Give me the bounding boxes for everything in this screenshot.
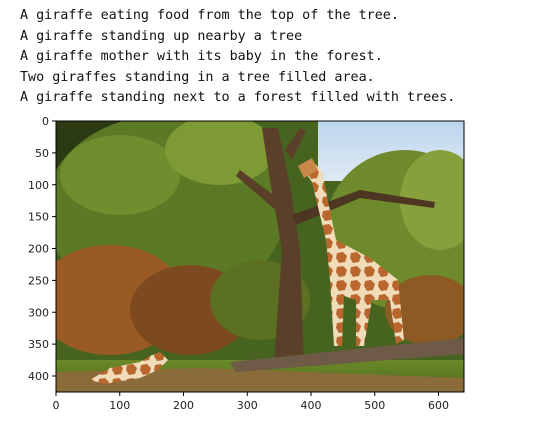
y-tick-label: 400 (28, 370, 49, 383)
caption-line: A giraffe standing next to a forest fill… (20, 90, 456, 105)
caption-output: A giraffe eating food from the top of th… (20, 6, 455, 109)
y-tick-label: 0 (42, 115, 49, 128)
x-tick-label: 400 (301, 399, 322, 412)
x-axis: 0 100 200 300 400 500 600 (53, 392, 449, 412)
caption-line: A giraffe standing up nearby a tree (20, 28, 303, 44)
y-tick-label: 250 (28, 274, 49, 287)
x-tick-label: 600 (428, 399, 449, 412)
x-tick-label: 200 (173, 399, 194, 412)
caption-line: A giraffe eating food from the top of th… (20, 8, 399, 23)
x-tick-label: 100 (109, 399, 130, 412)
y-tick-label: 200 (28, 243, 49, 256)
x-tick-label: 0 (53, 399, 60, 412)
x-tick-label: 300 (237, 399, 258, 412)
caption-line: Two giraffes standing in a tree filled a… (20, 69, 375, 85)
giraffe-photo (56, 121, 464, 392)
y-tick-label: 150 (28, 211, 49, 224)
y-tick-label: 100 (28, 179, 49, 192)
y-axis: 0 50 100 150 200 250 300 350 400 (28, 115, 56, 383)
x-tick-label: 500 (364, 399, 385, 412)
caption-line: A giraffe mother with its baby in the fo… (20, 49, 383, 64)
y-tick-label: 350 (28, 338, 49, 351)
image-frame (55, 120, 465, 393)
y-tick-label: 300 (28, 306, 49, 319)
y-tick-label: 50 (35, 147, 49, 160)
